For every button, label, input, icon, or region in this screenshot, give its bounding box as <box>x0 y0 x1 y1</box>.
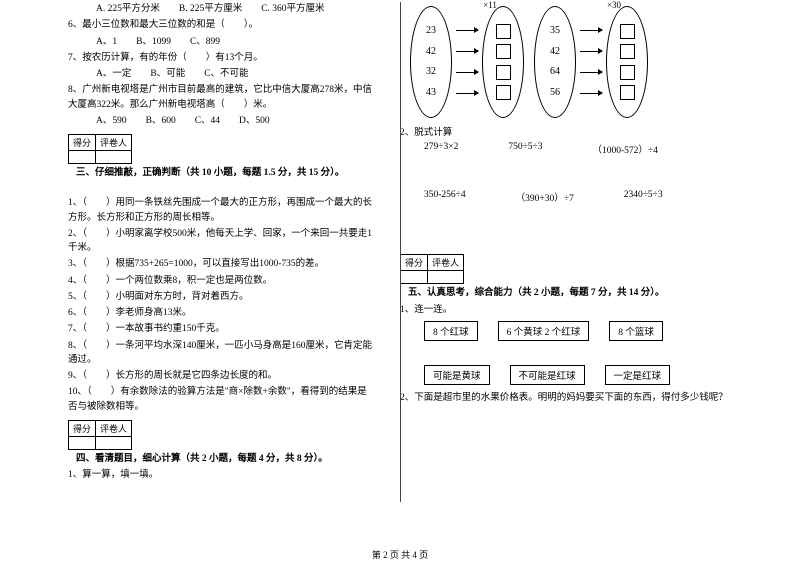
q8: 8、广州新电视塔是广州市目前最高的建筑，它比中信大厦高278米，中信大厦高322… <box>68 83 374 112</box>
calc-expr: 2340÷5÷3 <box>624 190 663 204</box>
grader-hdr: 评卷人 <box>96 135 132 151</box>
oval-val: 43 <box>426 85 436 101</box>
section-5-title: 五、认真思考，综合能力（共 2 小题，每题 7 分，共 14 分）。 <box>408 286 752 300</box>
q6-options: A、1 B、1099 C、899 <box>96 35 374 49</box>
section-4-title: 四、看清题目，细心计算（共 2 小题，每题 4 分，共 8 分）。 <box>76 452 374 466</box>
score-table-3: 得分评卷人 <box>68 134 132 164</box>
q7: 7、按农历计算，有的年份（ ）有13个月。 <box>68 51 374 65</box>
oval-input-2: 35 42 64 56 <box>534 6 576 118</box>
q6: 6、最小三位数和最大三位数的和是（ ）。 <box>68 18 374 32</box>
j5: 5、（ ）小明面对东方时，背对着西方。 <box>68 290 374 304</box>
j10: 10、（ ）有余数除法的验算方法是"商×除数+余数"，看得到的结果是否与被除数相… <box>68 385 374 414</box>
sec4-q1: 1、算一算，填一填。 <box>68 468 374 482</box>
calc-label: 2、脱式计算 <box>400 126 752 140</box>
fill-diagram: ×11 23 42 32 43 <box>410 0 752 118</box>
box-item[interactable]: 一定是红球 <box>605 365 671 385</box>
box-item[interactable]: 可能是黄球 <box>424 365 490 385</box>
q7-options: A、一定 B、可能 C、不可能 <box>96 67 374 81</box>
j4: 4、（ ）一个两位数乘8，积一定也是两位数。 <box>68 274 374 288</box>
oval-val: 32 <box>426 64 436 80</box>
calc-row-2: 350-256÷4 （390+30）÷7 2340÷5÷3 <box>424 190 752 204</box>
j1: 1、（ ）用同一条铁丝先围成一个最大的正方形，再围成一个最大的长方形。长方形和正… <box>68 196 374 225</box>
left-column: A. 225平方分米 B. 225平方厘米 C. 360平方厘米 6、最小三位数… <box>60 0 382 540</box>
blank-box[interactable] <box>496 85 511 100</box>
calc-row-1: 279÷3×2 750÷5÷3 （1000-572）÷4 <box>424 142 752 156</box>
blank-box[interactable] <box>496 44 511 59</box>
page-footer: 第 2 页 共 4 页 <box>0 548 800 561</box>
j3: 3、（ ）根据735+265=1000，可以直接写出1000-735的差。 <box>68 257 374 271</box>
q8-options: A、590 B、600 C、44 D、500 <box>96 114 374 128</box>
oval-val: 35 <box>550 23 560 39</box>
score-table-5: 得分评卷人 <box>400 254 464 284</box>
arrows <box>456 6 478 118</box>
score-hdr: 得分 <box>401 255 428 271</box>
box-item[interactable]: 6 个黄球 2 个红球 <box>498 321 590 341</box>
blank-box[interactable] <box>496 65 511 80</box>
calc-expr: （390+30）÷7 <box>516 190 574 204</box>
blank-box[interactable] <box>620 85 635 100</box>
calc-expr: 750÷5÷3 <box>508 142 542 156</box>
connect-bottom: 可能是黄球 不可能是红球 一定是红球 <box>424 365 752 385</box>
oval-val: 42 <box>550 44 560 60</box>
section-3-title: 三、仔细推敲，正确判断（共 10 小题，每题 1.5 分，共 15 分）。 <box>76 166 374 180</box>
oval-val: 56 <box>550 85 560 101</box>
score-table-4: 得分评卷人 <box>68 420 132 450</box>
arrows <box>580 6 602 118</box>
score-hdr: 得分 <box>69 135 96 151</box>
blank-box[interactable] <box>620 24 635 39</box>
box-item[interactable]: 8 个篮球 <box>609 321 663 341</box>
j8: 8、（ ）一条河平均水深140厘米，一匹小马身高是160厘米，它肯定能通过。 <box>68 339 374 368</box>
sec5-q1: 1、连一连。 <box>400 303 752 317</box>
oval-input-1: 23 42 32 43 <box>410 6 452 118</box>
connect-top: 8 个红球 6 个黄球 2 个红球 8 个篮球 <box>424 321 752 341</box>
grader-hdr: 评卷人 <box>96 420 132 436</box>
box-item[interactable]: 不可能是红球 <box>510 365 585 385</box>
score-hdr: 得分 <box>69 420 96 436</box>
j9: 9、（ ）长方形的周长就是它四条边长度的和。 <box>68 369 374 383</box>
calc-expr: 279÷3×2 <box>424 142 458 156</box>
j2: 2、（ ）小明家离学校500米，他每天上学、回家，一个来回一共要走1千米。 <box>68 227 374 256</box>
blank-box[interactable] <box>620 44 635 59</box>
calc-expr: （1000-572）÷4 <box>593 142 658 156</box>
q5-options: A. 225平方分米 B. 225平方厘米 C. 360平方厘米 <box>96 2 374 16</box>
grader-hdr: 评卷人 <box>428 255 464 271</box>
j7: 7、（ ）一本故事书约重150千克。 <box>68 322 374 336</box>
sec5-q2: 2、下面是超市里的水果价格表。明明的妈妈要买下面的东西，得付多少钱呢？ <box>400 391 752 405</box>
oval-output-2 <box>606 6 648 118</box>
blank-box[interactable] <box>496 24 511 39</box>
right-column: ×11 23 42 32 43 <box>382 0 760 540</box>
oval-output-1 <box>482 6 524 118</box>
box-item[interactable]: 8 个红球 <box>424 321 478 341</box>
blank-box[interactable] <box>620 65 635 80</box>
calc-expr: 350-256÷4 <box>424 190 466 204</box>
oval-val: 23 <box>426 23 436 39</box>
oval-val: 64 <box>550 64 560 80</box>
oval-val: 42 <box>426 44 436 60</box>
j6: 6、（ ）李老师身高13米。 <box>68 306 374 320</box>
